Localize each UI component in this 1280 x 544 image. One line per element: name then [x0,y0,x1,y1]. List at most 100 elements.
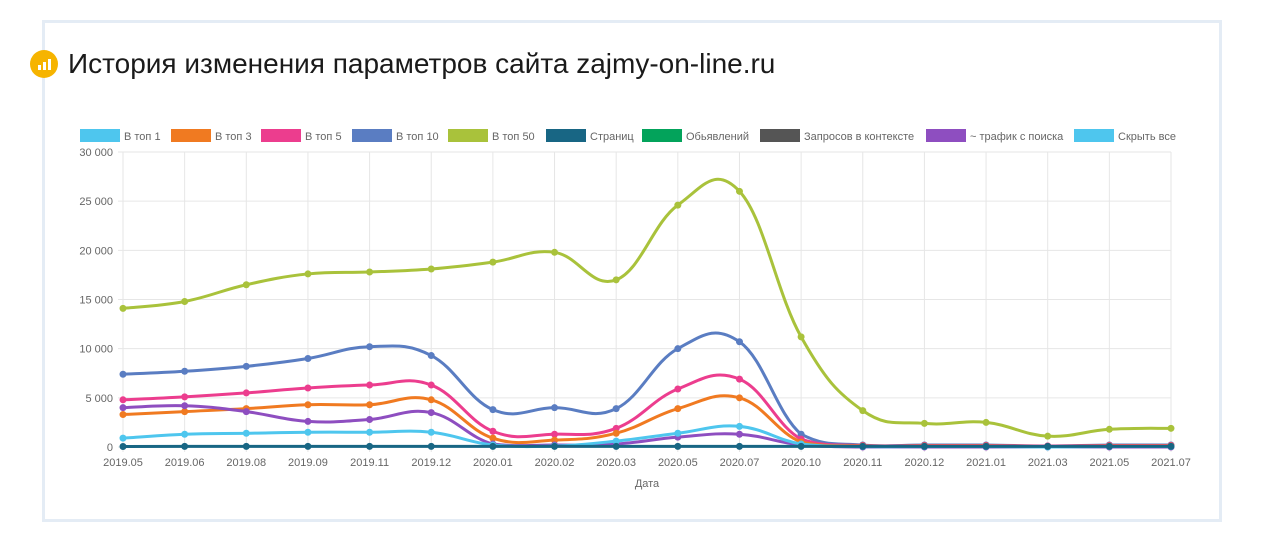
data-point[interactable] [489,434,497,442]
data-point[interactable] [797,442,805,450]
data-point[interactable] [427,409,435,417]
data-point[interactable] [242,362,250,370]
legend-item-label[interactable]: В топ 3 [215,131,252,143]
data-point[interactable] [366,381,374,389]
data-point[interactable] [920,419,928,427]
data-point[interactable] [366,428,374,436]
data-point[interactable] [181,408,189,416]
data-point[interactable] [674,201,682,209]
data-point[interactable] [1105,442,1113,450]
data-point[interactable] [797,430,805,438]
data-point[interactable] [366,343,374,351]
data-point[interactable] [489,406,497,414]
data-point[interactable] [427,265,435,273]
data-point[interactable] [427,442,435,450]
data-point[interactable] [551,442,559,450]
data-point[interactable] [242,389,250,397]
data-point[interactable] [181,393,189,401]
data-point[interactable] [427,352,435,360]
data-point[interactable] [304,417,312,425]
legend-swatch[interactable] [926,129,966,142]
data-point[interactable] [982,442,990,450]
data-point[interactable] [304,428,312,436]
data-point[interactable] [797,333,805,341]
data-point[interactable] [859,442,867,450]
data-point[interactable] [674,429,682,437]
data-point[interactable] [982,418,990,426]
data-point[interactable] [119,370,127,378]
legend-item-label[interactable]: Обьявлений [686,131,749,143]
data-point[interactable] [119,304,127,312]
data-point[interactable] [427,381,435,389]
data-point[interactable] [181,430,189,438]
data-point[interactable] [242,429,250,437]
data-point[interactable] [551,248,559,256]
legend-item-label[interactable]: В топ 5 [305,131,342,143]
legend-item-label[interactable]: Скрыть все [1118,131,1176,143]
data-point[interactable] [674,385,682,393]
data-point[interactable] [242,442,250,450]
legend-swatch[interactable] [80,129,120,142]
data-point[interactable] [366,442,374,450]
data-point[interactable] [674,345,682,353]
legend-swatch[interactable] [1074,129,1114,142]
data-point[interactable] [427,396,435,404]
data-point[interactable] [612,442,620,450]
legend-swatch[interactable] [448,129,488,142]
legend-swatch[interactable] [261,129,301,142]
data-point[interactable] [735,442,743,450]
data-point[interactable] [735,338,743,346]
legend-swatch[interactable] [546,129,586,142]
data-point[interactable] [119,411,127,419]
legend-item-label[interactable]: ~ трафик с поиска [970,131,1064,143]
data-point[interactable] [1167,424,1175,432]
data-point[interactable] [674,442,682,450]
data-point[interactable] [242,281,250,289]
data-point[interactable] [612,429,620,437]
legend-item-label[interactable]: В топ 50 [492,131,535,143]
data-point[interactable] [735,187,743,195]
data-point[interactable] [119,434,127,442]
data-point[interactable] [551,430,559,438]
legend-swatch[interactable] [760,129,800,142]
data-point[interactable] [304,270,312,278]
data-point[interactable] [735,394,743,402]
data-point[interactable] [735,422,743,430]
data-point[interactable] [119,404,127,412]
data-point[interactable] [181,297,189,305]
data-point[interactable] [119,396,127,404]
data-point[interactable] [612,437,620,445]
data-point[interactable] [489,258,497,266]
data-point[interactable] [735,375,743,383]
data-point[interactable] [304,401,312,409]
data-point[interactable] [304,442,312,450]
data-point[interactable] [181,402,189,410]
data-point[interactable] [551,436,559,444]
data-point[interactable] [489,442,497,450]
legend-item-label[interactable]: Запросов в контексте [804,131,914,143]
legend-item-label[interactable]: В топ 1 [124,131,161,143]
data-point[interactable] [366,415,374,423]
data-point[interactable] [612,405,620,413]
data-point[interactable] [119,443,127,451]
data-point[interactable] [1044,432,1052,440]
data-point[interactable] [181,442,189,450]
data-point[interactable] [304,384,312,392]
data-point[interactable] [1105,425,1113,433]
data-point[interactable] [366,401,374,409]
data-point[interactable] [920,442,928,450]
data-point[interactable] [181,367,189,375]
legend-swatch[interactable] [171,129,211,142]
data-point[interactable] [1044,442,1052,450]
data-point[interactable] [735,430,743,438]
data-point[interactable] [304,355,312,362]
data-point[interactable] [242,408,250,416]
legend-swatch[interactable] [642,129,682,142]
data-point[interactable] [366,268,374,276]
legend-swatch[interactable] [352,129,392,142]
data-point[interactable] [489,427,497,435]
legend-item-label[interactable]: Страниц [590,131,634,143]
data-point[interactable] [1167,442,1175,450]
data-point[interactable] [551,404,559,412]
data-point[interactable] [612,424,620,432]
